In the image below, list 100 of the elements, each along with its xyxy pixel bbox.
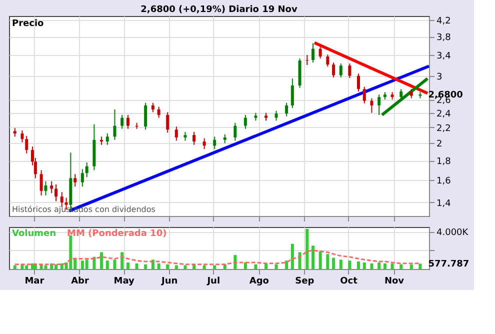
y-tick-label: 4.000K (436, 228, 470, 238)
candlestick (290, 78, 294, 109)
x-tick-label: Abr (71, 276, 90, 286)
bar (400, 264, 403, 269)
x-tick-label: May (114, 276, 134, 286)
candlestick (285, 102, 288, 117)
candlestick (400, 88, 403, 100)
y-tick-label: 1,6 (436, 176, 452, 187)
bar (174, 265, 178, 269)
bar (370, 263, 374, 269)
bar (332, 258, 336, 269)
bar (44, 265, 48, 269)
bar (362, 262, 366, 269)
bar (135, 263, 138, 269)
x-tick-label: Mar (24, 276, 45, 286)
candlestick (25, 135, 28, 154)
bar (306, 228, 309, 269)
chart-title: 2,6800 (+0,19%) Diario 19 Nov (140, 4, 298, 15)
x-tick-label: Jul (206, 276, 220, 286)
y-tick-label: 1,8 (436, 157, 452, 168)
y-tick-label: 2,2 (436, 124, 451, 134)
bar (85, 260, 88, 269)
bar (157, 263, 160, 269)
y-tick-label: 3 (436, 72, 442, 82)
bar (126, 262, 130, 269)
y-tick-label: 3,4 (436, 52, 452, 62)
candlestick (357, 73, 360, 92)
candlestick (157, 106, 160, 118)
y-tick-label: 3,8 (436, 33, 452, 44)
candlestick (192, 131, 196, 146)
bar (348, 260, 352, 269)
candlestick (40, 170, 43, 196)
candlestick (339, 63, 342, 78)
bar (339, 260, 342, 269)
bar (326, 254, 330, 269)
bar (120, 252, 124, 269)
x-tick-label: Jun (160, 276, 178, 286)
bar (30, 263, 34, 269)
bar (184, 265, 187, 269)
series-label: Volumen (12, 229, 56, 239)
candlestick (144, 102, 148, 130)
bar (418, 264, 422, 269)
candlestick (74, 174, 77, 188)
bar (100, 252, 104, 269)
annotation: 577.787 (428, 260, 470, 270)
candlestick (362, 86, 366, 104)
y-axis-title: Precio (12, 19, 44, 29)
bar (166, 264, 170, 269)
bar (410, 264, 413, 269)
candlestick (126, 114, 130, 130)
candlestick (311, 42, 314, 64)
bar (285, 260, 288, 269)
bar (357, 262, 360, 269)
y-tick-label: 2,4 (436, 109, 452, 120)
candlestick (348, 63, 352, 79)
bar (213, 265, 216, 269)
candlestick (151, 102, 154, 113)
candlestick (50, 180, 54, 194)
candlestick (318, 46, 322, 59)
bar (378, 262, 381, 269)
x-tick-label: Nov (384, 276, 404, 286)
bar (264, 263, 268, 269)
bar (290, 244, 294, 269)
y-tick-label: 2 (436, 140, 442, 150)
candlestick (306, 54, 309, 66)
candlestick (370, 98, 374, 114)
bar (13, 265, 16, 269)
bar (69, 235, 72, 269)
bar (311, 246, 314, 269)
text: MM (Ponderada 10) (67, 229, 167, 239)
bar (54, 264, 58, 269)
candlestick (332, 62, 336, 78)
candlestick (80, 168, 84, 188)
candlestick (410, 88, 413, 99)
candlestick (174, 126, 178, 142)
bar (318, 251, 322, 269)
candlestick (234, 122, 237, 142)
x-tick-label: Oct (340, 276, 358, 286)
candlestick (44, 180, 48, 196)
candlestick (213, 136, 216, 150)
candlestick (106, 132, 109, 146)
candlestick (326, 54, 330, 68)
x-tick-label: Sep (295, 276, 315, 286)
candlestick (166, 112, 170, 134)
candlestick (274, 110, 278, 122)
candlestick (244, 114, 247, 130)
bar (202, 265, 206, 269)
bar (390, 263, 394, 269)
candlestick (113, 108, 116, 140)
x-tick-label: Ago (249, 276, 269, 286)
bar (106, 260, 109, 269)
candlestick (20, 130, 24, 143)
bar (144, 264, 148, 269)
bar (274, 264, 278, 269)
bar (254, 264, 258, 269)
candlestick (120, 114, 124, 130)
bar (113, 260, 116, 269)
bar (298, 252, 302, 269)
y-tick-label: 1,4 (436, 198, 452, 209)
candlestick (202, 138, 206, 150)
